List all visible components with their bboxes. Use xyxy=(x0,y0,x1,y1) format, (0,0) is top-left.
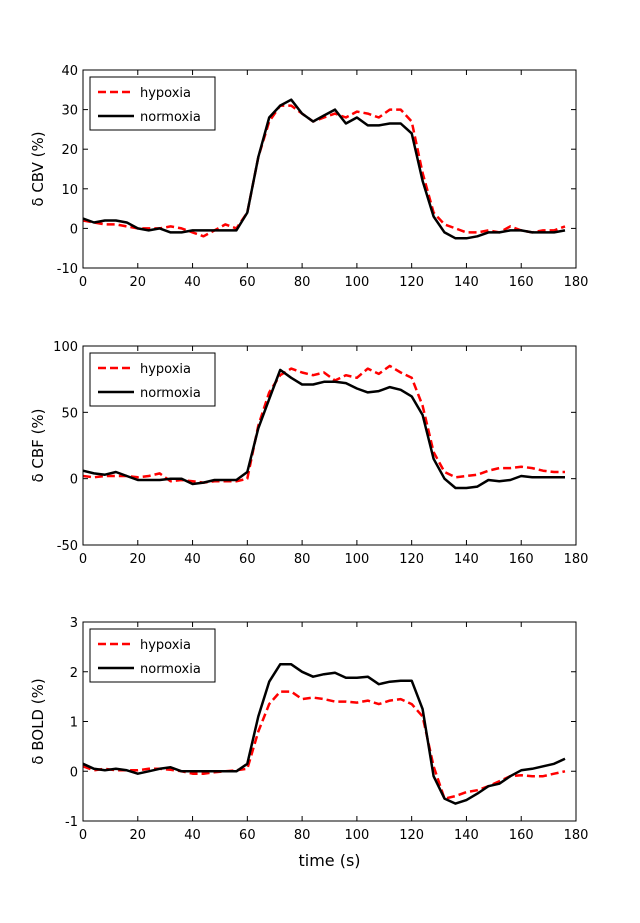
y-tick-label: 0 xyxy=(70,473,78,488)
x-tick-label: 60 xyxy=(239,275,256,290)
legend-box xyxy=(89,76,216,131)
x-tick-label: 20 xyxy=(130,275,147,290)
axes-box xyxy=(82,69,577,269)
axes-box xyxy=(82,621,577,822)
legend-label-hypoxia: hypoxia xyxy=(140,86,191,101)
legend: hypoxia normoxia xyxy=(89,628,216,683)
x-tick-label: 0 xyxy=(79,552,87,567)
y-tick-label: 100 xyxy=(53,340,78,355)
x-tick-label: 120 xyxy=(399,275,424,290)
x-tick-label: 60 xyxy=(239,552,256,567)
x-tick-label: 160 xyxy=(509,828,534,843)
series-line-hypoxia xyxy=(82,104,566,238)
y-axis-label: δ BOLD (%) xyxy=(29,678,47,764)
x-tick-label: 80 xyxy=(294,828,311,843)
legend-label-normoxia: normoxia xyxy=(140,662,201,677)
y-tick-label: 10 xyxy=(61,183,78,198)
x-tick-label: 100 xyxy=(344,828,369,843)
x-tick-label: 100 xyxy=(344,552,369,567)
y-tick-label: 50 xyxy=(61,406,78,421)
series-line-hypoxia xyxy=(82,364,565,484)
y-tick-label: 1 xyxy=(70,716,78,731)
x-tick-label: 160 xyxy=(509,275,534,290)
x-tick-label: 20 xyxy=(130,552,147,567)
y-tick-label: 0 xyxy=(70,765,78,780)
x-tick-label: 40 xyxy=(184,552,201,567)
x-tick-label: 80 xyxy=(294,552,311,567)
y-tick-label: 3 xyxy=(70,616,78,631)
y-tick-label: -1 xyxy=(65,815,78,830)
x-tick-label: 120 xyxy=(399,828,424,843)
y-tick-label: 30 xyxy=(61,104,78,119)
legend-box xyxy=(89,352,216,407)
x-tick-label: 0 xyxy=(79,275,87,290)
y-tick-label: 20 xyxy=(61,143,78,158)
y-tick-label: -10 xyxy=(57,262,78,277)
x-tick-label: 0 xyxy=(79,828,87,843)
y-tick-label: 2 xyxy=(70,666,78,681)
x-tick-label: 140 xyxy=(454,828,479,843)
y-tick-label: 0 xyxy=(70,222,78,237)
x-tick-label: 180 xyxy=(564,828,589,843)
y-axis-label: δ CBV (%) xyxy=(29,131,47,206)
y-axis-label: δ CBF (%) xyxy=(29,408,47,482)
series-line-normoxia xyxy=(82,368,565,490)
x-tick-label: 80 xyxy=(294,275,311,290)
legend-label-normoxia: normoxia xyxy=(140,386,201,401)
x-tick-label: 60 xyxy=(239,828,256,843)
legend-label-hypoxia: hypoxia xyxy=(140,362,191,377)
x-tick-label: 140 xyxy=(454,275,479,290)
legend: hypoxia normoxia xyxy=(89,76,216,131)
legend-label-hypoxia: hypoxia xyxy=(140,638,191,653)
series-line-normoxia xyxy=(82,663,566,805)
y-tick-label: -50 xyxy=(57,539,78,554)
x-tick-label: 120 xyxy=(399,552,424,567)
x-tick-label: 180 xyxy=(564,552,589,567)
x-tick-label: 140 xyxy=(454,552,479,567)
y-tick-label: 40 xyxy=(61,64,78,79)
x-tick-label: 40 xyxy=(184,275,201,290)
series-line-normoxia xyxy=(82,98,566,240)
legend: hypoxia normoxia xyxy=(89,352,216,407)
x-tick-label: 100 xyxy=(344,275,369,290)
legend-label-normoxia: normoxia xyxy=(140,110,201,125)
legend-box xyxy=(89,628,216,683)
x-tick-label: 180 xyxy=(564,275,589,290)
x-tick-label: 20 xyxy=(130,828,147,843)
x-tick-label: 160 xyxy=(509,552,534,567)
axes-box xyxy=(82,345,577,546)
x-tick-label: 40 xyxy=(184,828,201,843)
x-axis-label: time (s) xyxy=(298,851,360,870)
